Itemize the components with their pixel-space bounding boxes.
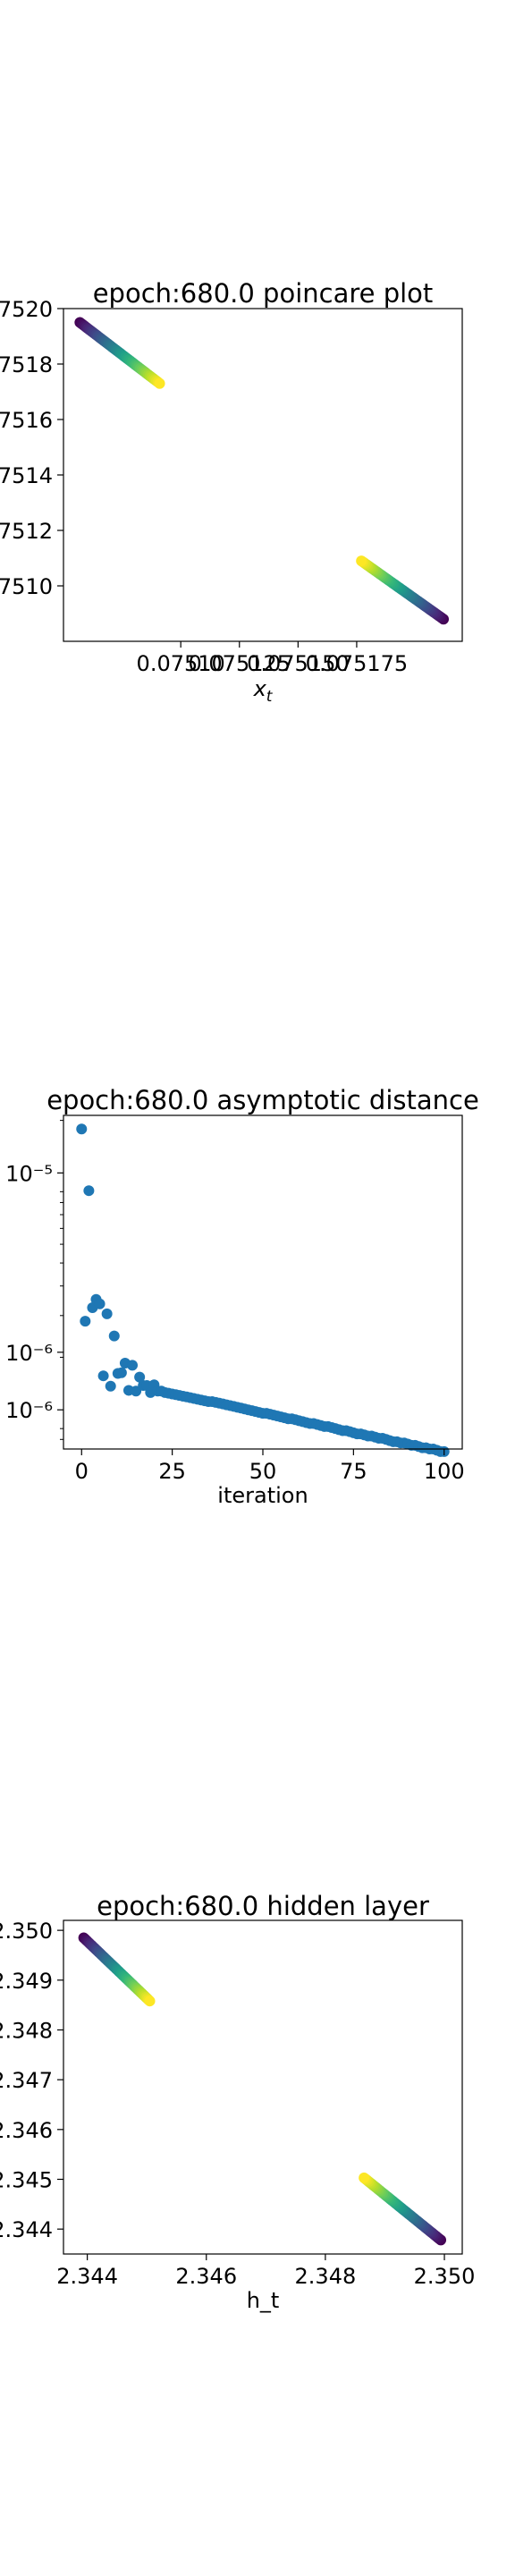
- x-axis-label: h_t: [247, 2288, 280, 2313]
- x-axis-label: iteration: [217, 1483, 308, 1508]
- x-tick-label: 25: [158, 1459, 186, 1484]
- x-tick-label: 2.344: [56, 2264, 118, 2289]
- y-tick-label: 2.348: [0, 2018, 53, 2043]
- y-tick-label: .07518: [0, 352, 53, 377]
- y-tick-label: 2.345: [0, 2167, 53, 2192]
- x-tick-label: 2.350: [414, 2264, 476, 2289]
- y-tick-label: 10⁻⁶: [5, 1341, 53, 1366]
- x-tick-label: 2.346: [175, 2264, 237, 2289]
- x-tick-label: 0.075150: [247, 651, 350, 676]
- data-points: [76, 1123, 450, 1457]
- data-point: [131, 1385, 142, 1397]
- data-point: [80, 1316, 91, 1327]
- data-point: [144, 1996, 156, 2007]
- x-tick-label: 0.075125: [189, 651, 291, 676]
- hidden-layer-chart: 2.344 2.346 2.348 2.350 2.344 2.345 2.346 2.347…: [0, 1891, 475, 2313]
- y-tick-label: 2.346: [0, 2118, 53, 2143]
- asymptotic-distance-chart: 0 25 50 75 100 10⁻⁵ 10⁻⁶ 10⁻⁶ epoch:680.0 asympt…: [5, 1085, 479, 1508]
- data-point: [97, 1370, 109, 1382]
- y-tick-label: .07510: [0, 574, 53, 599]
- y-tick-label: .07514: [0, 463, 53, 488]
- data-point: [76, 1123, 88, 1135]
- x-tick-label: 0.075175: [306, 651, 409, 676]
- data-point: [94, 1298, 106, 1309]
- y-tick-label: 2.350: [0, 1919, 53, 1944]
- data-point: [127, 1360, 139, 1371]
- x-axis-label: xt: [253, 676, 274, 706]
- x-tick-label: 2.348: [295, 2264, 357, 2289]
- y-tick-label: 2.347: [0, 2068, 53, 2093]
- data-point: [359, 2172, 370, 2183]
- chart-title: epoch:680.0 hidden layer: [97, 1891, 429, 1921]
- data-point: [115, 1367, 127, 1378]
- data-point: [154, 377, 165, 389]
- y-tick-label: .07512: [0, 519, 53, 544]
- y-tick-label: .07516: [0, 408, 53, 433]
- chart-title: epoch:680.0 asymptotic distance: [46, 1085, 479, 1115]
- x-tick-label: 0: [75, 1459, 89, 1484]
- data-point: [105, 1380, 116, 1392]
- y-tick-label: 2.349: [0, 1969, 53, 1994]
- x-tick-label: 0.07510: [137, 651, 225, 676]
- data-point: [108, 1330, 120, 1342]
- x-tick-label: 75: [340, 1459, 367, 1484]
- data-points: [74, 317, 450, 625]
- y-tick-label: .07520: [0, 297, 53, 322]
- plot-frame: [63, 1919, 463, 2255]
- x-tick-label: 50: [249, 1459, 277, 1484]
- data-point: [134, 1371, 146, 1383]
- data-point: [356, 555, 367, 567]
- data-points: [78, 1932, 447, 2246]
- y-tick-label: 2.344: [0, 2217, 53, 2242]
- x-tick-label: 100: [424, 1459, 465, 1484]
- data-point: [101, 1308, 113, 1319]
- y-tick-label: 10⁻⁵: [5, 1161, 53, 1186]
- y-tick-label: 10⁻⁶: [5, 1398, 53, 1423]
- plot-frame: [63, 1114, 463, 1450]
- chart-title: epoch:680.0 poincare plot: [93, 278, 434, 309]
- data-point: [83, 1185, 95, 1197]
